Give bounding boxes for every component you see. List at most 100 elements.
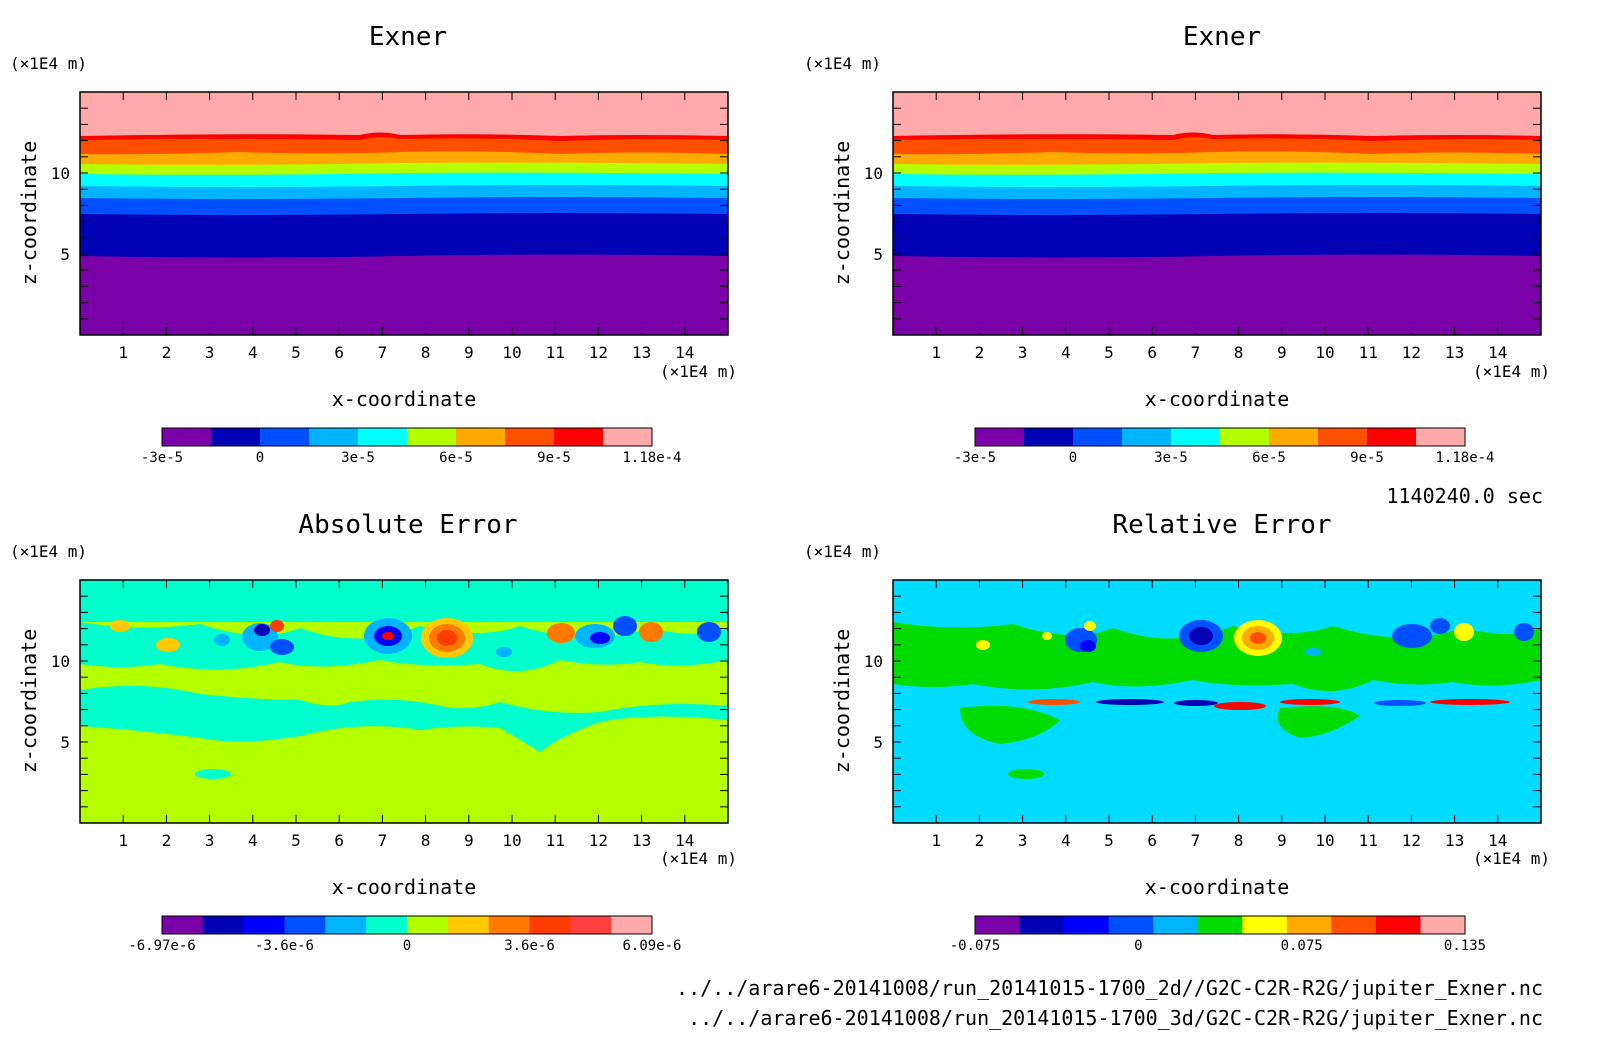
colorbar-swatch bbox=[1269, 428, 1319, 446]
x-tick-label: 13 bbox=[1445, 831, 1464, 850]
x-tick-label: 8 bbox=[1234, 831, 1244, 850]
colorbar-tick-label: 0 bbox=[256, 450, 264, 466]
colorbar: -3e-5 0 3e-5 6e-5 9e-5 1.18e-4 bbox=[954, 427, 1495, 466]
colorbar-swatch bbox=[1331, 916, 1377, 934]
colorbar-swatch bbox=[603, 428, 653, 446]
colorbar-swatch bbox=[1197, 916, 1243, 934]
colorbar-swatch bbox=[488, 916, 530, 934]
colorbar-tick-label: 0 bbox=[1069, 450, 1077, 466]
x-tick-label: 4 bbox=[248, 343, 258, 362]
colorbar-tick-label: 1.18e-4 bbox=[622, 450, 681, 466]
y-axis-label: z-coordinate bbox=[17, 141, 41, 286]
colorbar-tick-label: 1.18e-4 bbox=[1435, 450, 1494, 466]
x-tick-label: 11 bbox=[1359, 343, 1378, 362]
x-tick-label: 12 bbox=[1402, 343, 1421, 362]
x-tick-label: 9 bbox=[1277, 343, 1287, 362]
colorbar-swatch bbox=[366, 916, 408, 934]
x-tick-label: 9 bbox=[1277, 831, 1287, 850]
x-axis-label: x-coordinate bbox=[332, 875, 477, 899]
y-unit-label: (×1E4 m) bbox=[804, 54, 881, 73]
x-tick-label: 5 bbox=[291, 343, 301, 362]
colorbar-tick-label: 6e-5 bbox=[1252, 450, 1286, 466]
colorbar-frame bbox=[161, 427, 653, 447]
colorbar-swatch bbox=[358, 428, 408, 446]
colorbar-swatch bbox=[1019, 916, 1065, 934]
x-tick-label: 14 bbox=[675, 343, 694, 362]
x-tick-label: 7 bbox=[1191, 343, 1201, 362]
x-tick-label: 2 bbox=[162, 343, 172, 362]
colorbar-tick-label: -6.97e-6 bbox=[128, 938, 195, 954]
x-unit-label: (×1E4 m) bbox=[1473, 362, 1550, 381]
x-axis-label: x-coordinate bbox=[332, 387, 477, 411]
x-tick-label: 6 bbox=[334, 343, 344, 362]
colorbar: -6.97e-6 -3.6e-6 0 3.6e-6 6.09e-6 bbox=[128, 915, 682, 954]
x-tick-label: 12 bbox=[1402, 831, 1421, 850]
small-blob bbox=[195, 769, 231, 779]
plot-frame bbox=[79, 91, 729, 336]
y-tick-label: 5 bbox=[60, 245, 70, 264]
colorbar-swatch bbox=[260, 428, 310, 446]
y-axis-label: z-coordinate bbox=[830, 141, 854, 286]
tongue-region-2 bbox=[80, 685, 728, 752]
colorbar-swatch bbox=[447, 916, 490, 934]
x-tick-label: 1 bbox=[118, 343, 128, 362]
panel-relative-error: Relative Error (×1E4 m) bbox=[804, 510, 1550, 954]
colorbar-tick-label: 0 bbox=[1134, 938, 1142, 954]
contour-field bbox=[80, 580, 728, 823]
panel-title: Relative Error bbox=[1112, 510, 1331, 540]
panel-title: Absolute Error bbox=[298, 510, 517, 540]
colorbar: -3e-5 0 3e-5 6e-5 9e-5 1.18e-4 bbox=[141, 427, 682, 466]
colorbar-swatch bbox=[1375, 916, 1421, 934]
colorbar-frame bbox=[161, 915, 653, 935]
x-tick-label: 5 bbox=[1104, 343, 1114, 362]
x-tick-label: 4 bbox=[248, 831, 258, 850]
x-tick-label: 1 bbox=[118, 831, 128, 850]
colorbar-swatch bbox=[1024, 428, 1074, 446]
x-tick-label: 11 bbox=[546, 343, 565, 362]
colorbar-tick-label: -3e-5 bbox=[141, 450, 183, 466]
colorbar-swatch bbox=[1416, 428, 1466, 446]
x-tick-label: 11 bbox=[546, 831, 565, 850]
x-tick-label: 2 bbox=[162, 831, 172, 850]
colorbar-swatch bbox=[1286, 916, 1332, 934]
x-axis-label: x-coordinate bbox=[1145, 387, 1290, 411]
colorbar-tick-label: 0 bbox=[403, 938, 411, 954]
y-axis-label: z-coordinate bbox=[17, 629, 41, 774]
colorbar-swatch bbox=[1171, 428, 1221, 446]
x-tick-label: 3 bbox=[1018, 343, 1028, 362]
file-path-1: ../../arare6-20141008/run_20141015-1700_… bbox=[676, 976, 1543, 1000]
colorbar-swatch bbox=[611, 916, 653, 934]
colorbar-swatch bbox=[1242, 916, 1288, 934]
band-level-10 bbox=[80, 92, 728, 136]
x-tick-label: 2 bbox=[975, 343, 985, 362]
colorbar-swatch bbox=[243, 916, 285, 934]
colorbar-swatch bbox=[162, 916, 204, 934]
colorbar-swatch bbox=[211, 428, 261, 446]
colorbar-swatch bbox=[407, 916, 449, 934]
x-tick-label: 1 bbox=[931, 831, 941, 850]
x-tick-label: 8 bbox=[421, 831, 431, 850]
colorbar-tick-label: -3.6e-6 bbox=[255, 938, 314, 954]
x-tick-label: 12 bbox=[589, 831, 608, 850]
x-tick-label: 3 bbox=[205, 831, 215, 850]
colorbar-swatch bbox=[1064, 916, 1110, 934]
time-label: 1140240.0 sec bbox=[1386, 484, 1543, 508]
x-tick-label: 14 bbox=[1488, 831, 1507, 850]
contour-field bbox=[80, 92, 728, 335]
y-tick-label: 10 bbox=[51, 164, 70, 183]
colorbar-tick-label: 0.075 bbox=[1281, 938, 1323, 954]
plot-frame bbox=[79, 579, 729, 824]
y-tick-label: 5 bbox=[873, 245, 883, 264]
colorbar-tick-label: -3e-5 bbox=[954, 450, 996, 466]
y-tick-label: 5 bbox=[60, 733, 70, 752]
y-unit-label: (×1E4 m) bbox=[10, 54, 87, 73]
colorbar-frame bbox=[974, 915, 1466, 935]
x-tick-label: 4 bbox=[1061, 343, 1071, 362]
x-tick-label: 8 bbox=[1234, 343, 1244, 362]
colorbar-swatch bbox=[1220, 428, 1270, 446]
file-path-2: ../../arare6-20141008/run_20141015-1700_… bbox=[688, 1006, 1543, 1030]
colorbar-swatch bbox=[1318, 428, 1368, 446]
